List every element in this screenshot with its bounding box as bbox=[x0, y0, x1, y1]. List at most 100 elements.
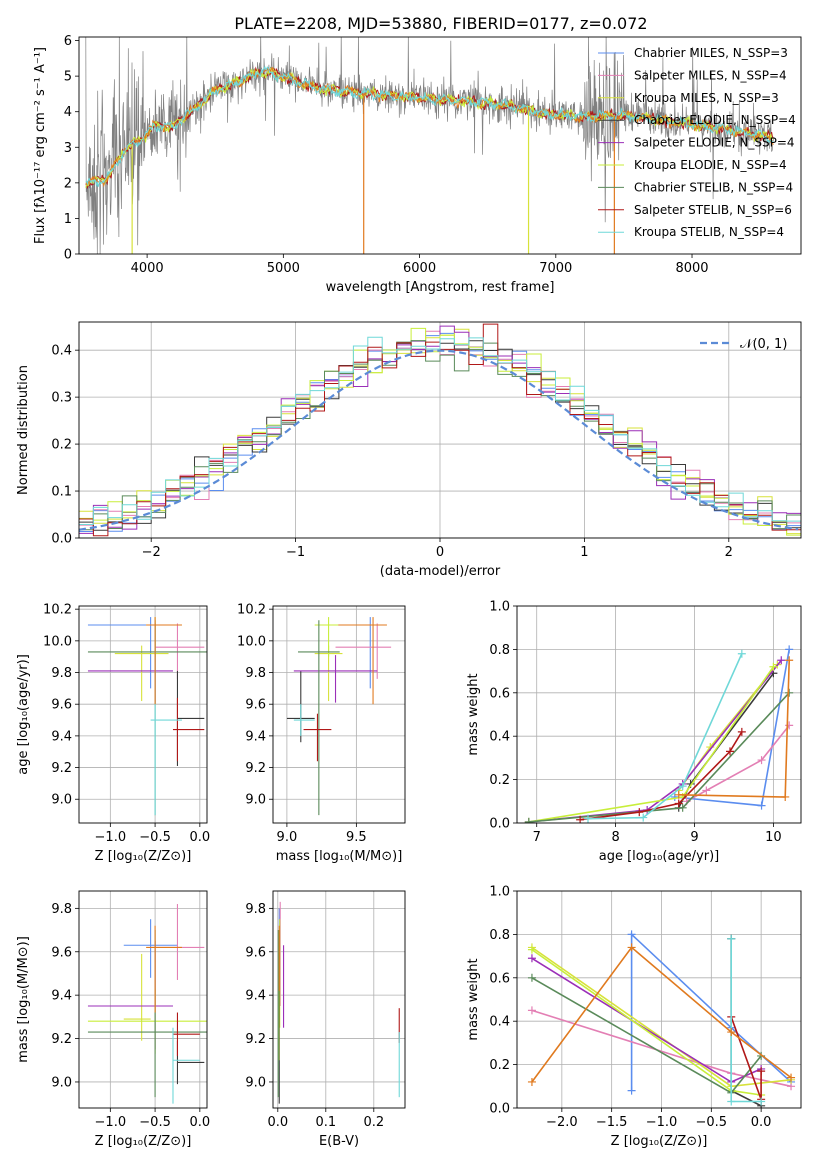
y-axis-label: mass weight bbox=[466, 958, 481, 1040]
x-tick-label: −0.5 bbox=[139, 1115, 171, 1130]
axes-frame bbox=[78, 890, 208, 1109]
x-tick-label: −2.0 bbox=[546, 1115, 578, 1130]
y-axis-label: mass [log₁₀(M/M⊙)] bbox=[16, 936, 31, 1063]
x-tick-label: 9.0 bbox=[277, 830, 298, 845]
errorbar-point-orange bbox=[146, 617, 182, 705]
y-tick-label: 1.0 bbox=[489, 600, 510, 615]
data-marker-salpeter_stelib bbox=[757, 1067, 766, 1076]
legend-label: Kroupa ELODIE, N_SSP=4 bbox=[634, 158, 787, 172]
data-marker-orange bbox=[727, 1028, 736, 1037]
y-tick-label: 9.0 bbox=[245, 1075, 266, 1090]
x-tick-label: −1.0 bbox=[95, 830, 127, 845]
errorbar-point-salpeter_miles bbox=[155, 623, 205, 679]
legend-label: Chabrier STELIB, N_SSP=4 bbox=[634, 180, 793, 194]
panel-mass_vs_Z: −1.0 −0.5 0.0 9.0 9.2 9.4 9.6 9.8 Z [log₁₀(Z/Z⊙)… bbox=[16, 890, 210, 1149]
y-tick-label: 9.8 bbox=[51, 666, 72, 681]
errorbar-point-salpeter_stelib bbox=[172, 697, 205, 762]
y-axis-label: Normed distribution bbox=[16, 365, 31, 495]
y-tick-label: 9.0 bbox=[51, 793, 72, 808]
x-tick-label: 5000 bbox=[267, 261, 300, 276]
plot-area-age_vs_Z bbox=[79, 606, 207, 823]
x-axis-label: Z [log₁₀(Z/Z⊙)] bbox=[95, 1134, 192, 1149]
x-axis-label: wavelength [Angstrom, rest frame] bbox=[326, 280, 555, 295]
series-line-salpeter_stelib bbox=[579, 731, 743, 821]
legend-label: Chabrier ELODIE, N_SSP=4 bbox=[634, 113, 796, 127]
y-tick-label: 9.2 bbox=[245, 1032, 266, 1047]
histogram-kroupa_stelib bbox=[79, 336, 801, 525]
legend: 𝒩(0, 1) bbox=[700, 337, 787, 352]
x-axis-label: (data-model)/error bbox=[380, 564, 501, 579]
data-marker-chabrier_miles bbox=[785, 645, 794, 654]
axes-frame bbox=[78, 605, 208, 824]
errorbar-point-chabrier_miles bbox=[342, 617, 385, 689]
errorbar-point-kroupa_miles bbox=[123, 953, 151, 1041]
data-marker-salpeter_stelib bbox=[576, 815, 585, 823]
legend: Chabrier MILES, N_SSP=3 Salpeter MILES, N… bbox=[598, 46, 796, 239]
plot-area-spectrum bbox=[85, 37, 774, 254]
y-tick-label: 0 bbox=[64, 248, 72, 263]
data-marker-chabrier_stelib bbox=[785, 688, 794, 697]
x-tick-label: 7 bbox=[533, 830, 541, 845]
x-axis-label: Z [log₁₀(Z/Z⊙)] bbox=[611, 1134, 708, 1149]
y-tick-label: 9.6 bbox=[51, 698, 72, 713]
x-tick-label: 6000 bbox=[403, 261, 436, 276]
y-tick-label: 9.8 bbox=[51, 902, 72, 917]
errorbar-point-salpeter_stelib bbox=[172, 1012, 200, 1056]
x-tick-label: 0.1 bbox=[315, 1115, 336, 1130]
x-tick-label: −1.5 bbox=[596, 1115, 628, 1130]
plot-area-age_vs_mass bbox=[273, 606, 405, 823]
x-tick-label: −1.0 bbox=[646, 1115, 678, 1130]
data-marker-salpeter_elodie bbox=[777, 656, 786, 665]
series-line-chabrier_elodie bbox=[677, 672, 775, 809]
x-tick-label: 2 bbox=[725, 545, 733, 560]
data-marker-chabrier_stelib bbox=[527, 973, 536, 982]
plot-area-mass_vs_Z bbox=[79, 891, 207, 1108]
axes-frame bbox=[78, 36, 802, 255]
data-marker-kroupa_elodie bbox=[527, 945, 536, 954]
data-marker-salpeter_stelib bbox=[674, 799, 683, 808]
errorbar-point-kroupa_elodie bbox=[146, 617, 182, 657]
panel-spectrum: 4000 5000 6000 7000 8000 0 1 2 3 4 5 6 wavelength [A… bbox=[33, 34, 802, 295]
data-marker-salpeter_miles bbox=[527, 1006, 536, 1015]
errorbar-point-salpeter_miles bbox=[335, 623, 392, 679]
x-tick-label: −2 bbox=[142, 545, 161, 560]
x-tick-label: 0.0 bbox=[751, 1115, 772, 1130]
y-tick-label: 10.0 bbox=[43, 634, 72, 649]
legend-label: 𝒩(0, 1) bbox=[740, 337, 787, 352]
x-tick-label: 4000 bbox=[131, 261, 164, 276]
y-tick-label: 0.6 bbox=[489, 971, 510, 986]
x-tick-label: 7000 bbox=[539, 261, 572, 276]
y-axis-label: Flux [fλ10⁻¹⁷ erg cm⁻² s⁻¹ A⁻¹] bbox=[33, 47, 48, 244]
y-tick-label: 0.0 bbox=[489, 817, 510, 832]
axes-frame bbox=[272, 605, 406, 824]
data-marker-kroupa_stelib bbox=[727, 934, 736, 943]
panel-age_vs_mass: 9.0 9.5 9.0 9.2 9.4 9.6 9.8 10.0 10.2 mass [log₁₀… bbox=[237, 603, 406, 864]
y-tick-label: 9.6 bbox=[245, 945, 266, 960]
chart-title: PLATE=2208, MJD=53880, FIBERID=0177, z=0… bbox=[234, 14, 647, 33]
series-line-orange bbox=[531, 946, 792, 1083]
y-tick-label: 9.4 bbox=[245, 729, 266, 744]
y-tick-label: 9.2 bbox=[245, 761, 266, 776]
legend-label: Kroupa MILES, N_SSP=3 bbox=[634, 91, 779, 105]
data-marker-orange bbox=[527, 1077, 536, 1086]
errorbar-point-salpeter_elodie bbox=[87, 623, 173, 703]
data-marker-salpeter_stelib bbox=[635, 808, 644, 817]
y-tick-label: 9.8 bbox=[245, 902, 266, 917]
y-tick-label: 3 bbox=[64, 141, 72, 156]
x-tick-label: 10 bbox=[765, 830, 782, 845]
y-tick-label: 9.0 bbox=[245, 793, 266, 808]
y-axis-label: mass weight bbox=[466, 673, 481, 755]
data-marker-kroupa_stelib bbox=[757, 1097, 766, 1106]
errorbar-point-chabrier_elodie bbox=[176, 670, 205, 766]
errorbar-point-salpeter_stelib bbox=[303, 713, 332, 762]
data-marker-kroupa_stelib bbox=[678, 782, 687, 791]
x-axis-label: age [log₁₀(age/yr)] bbox=[599, 849, 720, 864]
x-tick-label: 0.0 bbox=[267, 1115, 288, 1130]
y-tick-label: 10.0 bbox=[237, 634, 266, 649]
data-marker-chabrier_miles bbox=[627, 930, 636, 939]
y-tick-label: 0.1 bbox=[51, 485, 72, 500]
x-tick-label: 8 bbox=[611, 830, 619, 845]
y-tick-label: 5 bbox=[64, 70, 72, 85]
y-tick-label: 0.4 bbox=[489, 1015, 510, 1030]
plot-area-weight_vs_age bbox=[517, 606, 801, 823]
